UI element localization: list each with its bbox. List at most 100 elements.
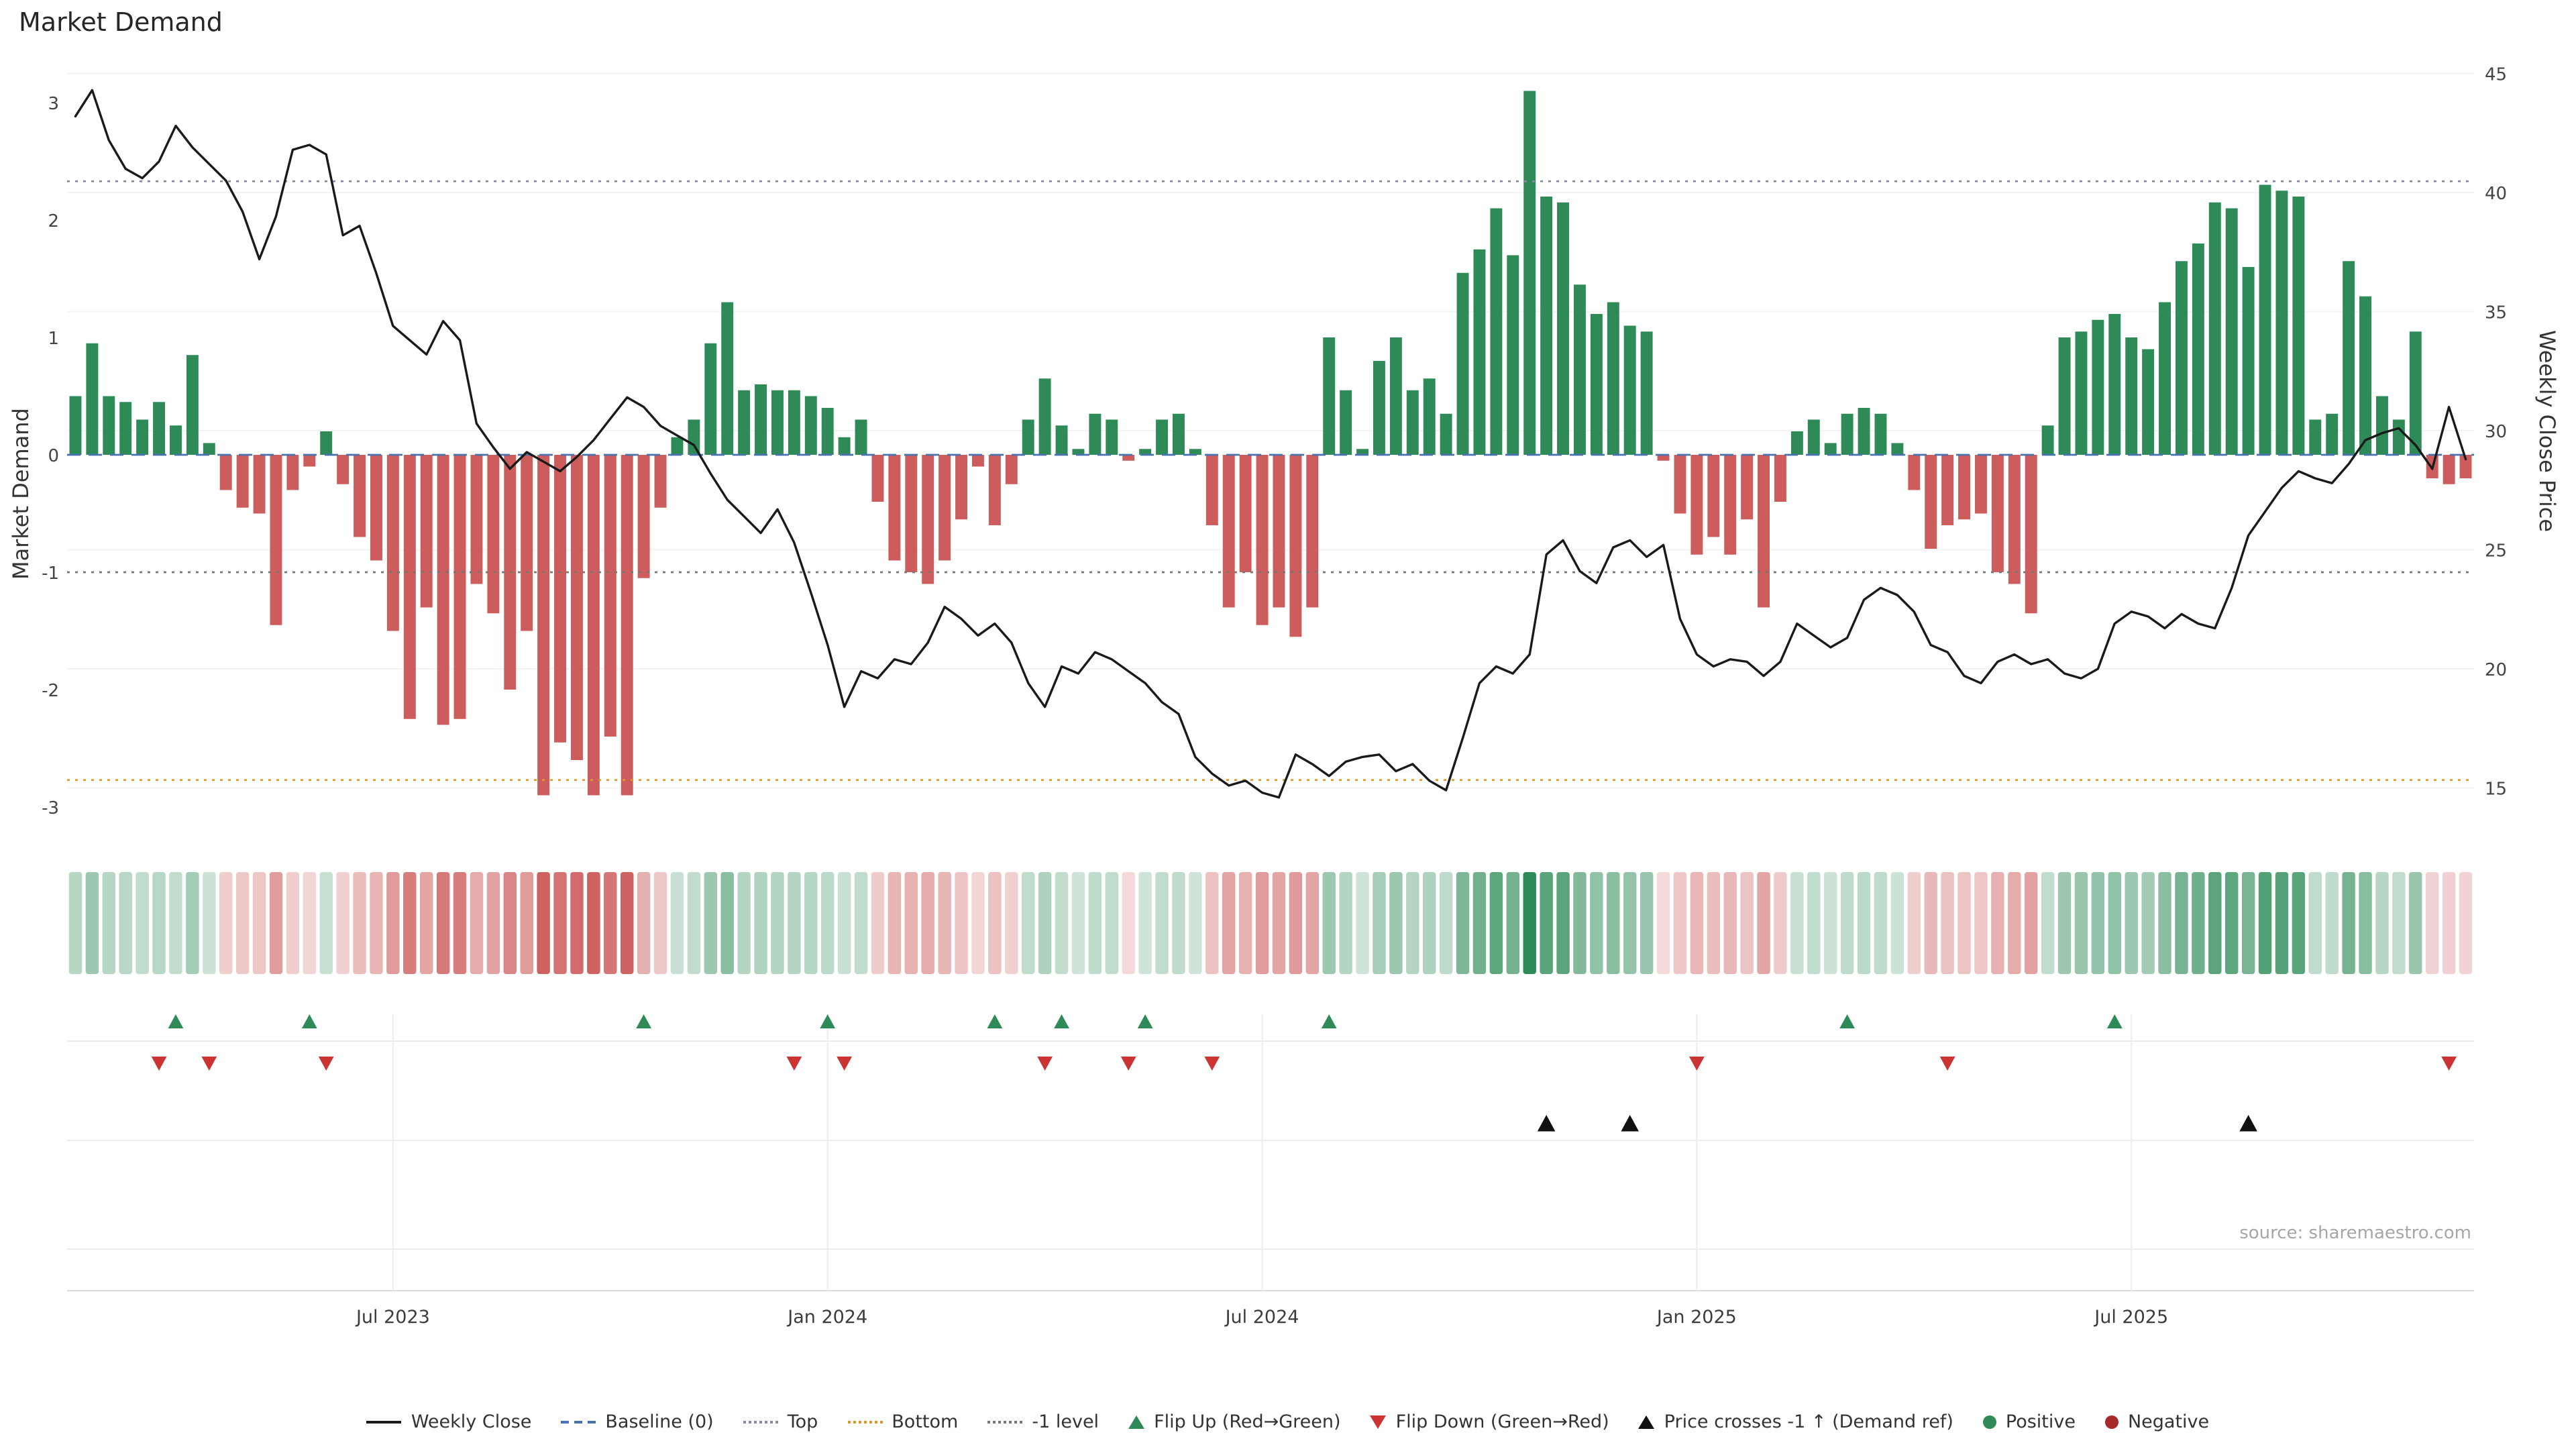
demand-bar-positive: [821, 408, 834, 455]
heatmap-cell: [820, 872, 835, 974]
demand-bar-negative: [2025, 455, 2037, 614]
circle-swatch-icon: [1982, 1415, 1996, 1429]
heatmap-cell: [169, 872, 182, 974]
flip-down-marker-icon: [151, 1057, 167, 1071]
demand-bar-negative: [570, 455, 583, 760]
heatmap-cell: [1138, 872, 1152, 974]
demand-bar-positive: [1507, 255, 1519, 455]
demand-bar-negative: [354, 455, 366, 537]
heatmap-cell: [1623, 872, 1637, 974]
flip-down-marker-icon: [201, 1057, 217, 1071]
demand-bar-negative: [386, 455, 399, 631]
demand-bar-positive: [1891, 443, 1904, 455]
heatmap-cell: [1890, 872, 1904, 974]
heatmap-cell: [537, 872, 550, 974]
heatmap-cell: [453, 872, 467, 974]
demand-bar-positive: [1858, 408, 1870, 455]
demand-bar-positive: [2292, 197, 2305, 455]
heatmap-cell: [2308, 872, 2322, 974]
demand-bar-positive: [1106, 419, 1118, 455]
legend-item-2: Top: [743, 1411, 818, 1433]
demand-bar-negative: [1239, 455, 1252, 572]
demand-bar-positive: [2392, 419, 2405, 455]
demand-bar-positive: [1172, 413, 1185, 455]
demand-bar-negative: [1690, 455, 1703, 555]
heatmap-cell: [788, 872, 801, 974]
flip-down-marker-icon: [1688, 1057, 1705, 1071]
flip-down-marker-icon: [837, 1057, 853, 1071]
demand-bar-positive: [2208, 202, 2221, 455]
heatmap-cell: [520, 872, 533, 974]
heatmap-cell: [737, 872, 751, 974]
heatmap-cell: [102, 872, 116, 974]
right-axis-tick-label: 20: [2485, 660, 2507, 680]
flip-up-marker-icon: [1321, 1014, 1337, 1028]
demand-bar-positive: [1623, 325, 1636, 455]
demand-bar-positive: [2142, 349, 2155, 455]
heatmap-cell: [336, 872, 350, 974]
line-swatch-icon: [366, 1421, 402, 1424]
legend-label: Negative: [2127, 1411, 2210, 1433]
left-axis-tick-label: 1: [48, 329, 59, 349]
heatmap-cell: [1373, 872, 1386, 974]
demand-bar-negative: [370, 455, 382, 561]
heatmap-cell: [1322, 872, 1336, 974]
heatmap-cell: [720, 872, 734, 974]
heatmap-cell: [1071, 872, 1085, 974]
demand-bar-negative: [2443, 455, 2455, 484]
heatmap-cell: [2325, 872, 2339, 974]
heatmap-cell: [1573, 872, 1587, 974]
heatmap-cell: [1991, 872, 2004, 974]
heatmap-cell: [1205, 872, 1219, 974]
demand-bar-negative: [1758, 455, 1770, 608]
flip-up-marker-icon: [168, 1014, 184, 1028]
demand-bar-positive: [1573, 284, 1586, 455]
heatmap-cell: [904, 872, 918, 974]
legend-label: Top: [787, 1411, 818, 1433]
dot-swatch-icon: [847, 1421, 883, 1424]
heatmap-cell: [436, 872, 450, 974]
heatmap-cell: [988, 872, 1002, 974]
right-axis-tick-label: 15: [2485, 780, 2507, 800]
right-axis-tick-label: 30: [2485, 422, 2507, 442]
demand-bar-positive: [671, 437, 684, 455]
heatmap-cell: [1974, 872, 1988, 974]
demand-bar-positive: [1356, 449, 1369, 455]
left-axis-tick-label: 0: [48, 446, 59, 466]
demand-bar-negative: [1674, 455, 1686, 514]
demand-bar-positive: [1406, 390, 1419, 455]
demand-bar-positive: [1590, 314, 1603, 455]
heatmap-cell: [804, 872, 818, 974]
heatmap-cell: [2442, 872, 2456, 974]
heatmap-cell: [370, 872, 383, 974]
legend-label: Baseline (0): [605, 1411, 714, 1433]
heatmap-cell: [2141, 872, 2155, 974]
heatmap-cell: [1272, 872, 1286, 974]
heatmap-cell: [1740, 872, 1754, 974]
legend-item-1: Baseline (0): [561, 1411, 714, 1433]
flip-down-marker-icon: [1120, 1057, 1136, 1071]
demand-bar-positive: [320, 431, 333, 455]
heatmap-cell: [1189, 872, 1202, 974]
heatmap-cell: [1790, 872, 1804, 974]
demand-bar-positive: [136, 419, 149, 455]
heatmap-cell: [1640, 872, 1654, 974]
triangle-up-swatch-icon: [1638, 1415, 1655, 1429]
demand-bar-positive: [738, 390, 751, 455]
legend-label: -1 level: [1032, 1411, 1099, 1433]
heatmap-cell: [1238, 872, 1252, 974]
heatmap-cell: [771, 872, 784, 974]
heatmap-cell: [1957, 872, 1971, 974]
demand-bar-negative: [270, 455, 282, 625]
demand-bar-positive: [2125, 337, 2138, 455]
demand-bar-positive: [2225, 208, 2238, 455]
demand-bar-positive: [704, 343, 717, 455]
demand-bar-negative: [303, 455, 316, 467]
demand-bar-positive: [2242, 267, 2255, 455]
flip-up-marker-icon: [636, 1014, 652, 1028]
demand-bar-negative: [1974, 455, 1987, 514]
legend-item-3: Bottom: [847, 1411, 958, 1433]
demand-bar-negative: [554, 455, 567, 743]
heatmap-cell: [1122, 872, 1135, 974]
